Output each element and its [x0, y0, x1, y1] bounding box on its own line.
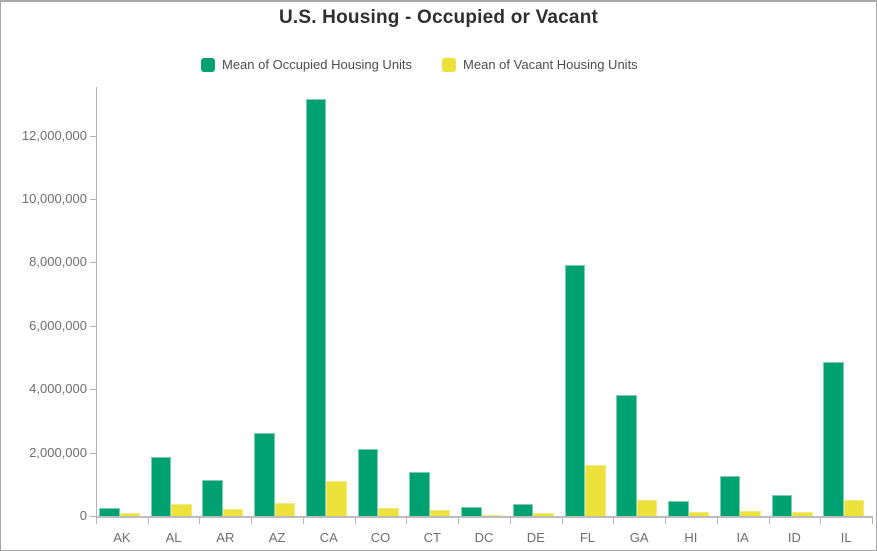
bar-vacant-ak[interactable]: [119, 513, 140, 516]
bar-occupied-id[interactable]: [771, 495, 793, 516]
y-tick-mark: [90, 198, 96, 200]
y-tick-mark: [90, 452, 96, 454]
y-axis-label: 8,000,000: [29, 254, 87, 270]
x-tick-mark: [199, 518, 200, 524]
x-axis-label-il: IL: [840, 530, 852, 545]
legend: Mean of Occupied Housing Units Mean of V…: [201, 57, 638, 72]
x-axis-label-dc: DC: [474, 530, 494, 545]
y-tick-mark: [90, 325, 96, 327]
bar-vacant-dc[interactable]: [481, 515, 503, 516]
bar-vacant-ct[interactable]: [429, 510, 451, 516]
x-axis-label-ia: IA: [736, 530, 749, 545]
legend-item-vacant[interactable]: Mean of Vacant Housing Units: [442, 57, 638, 72]
x-tick-mark: [820, 518, 821, 524]
y-tick-mark: [90, 135, 96, 137]
x-axis-label-ca: CA: [319, 530, 338, 545]
bar-vacant-al[interactable]: [171, 503, 192, 516]
y-axis-label: 4,000,000: [29, 381, 87, 397]
x-axis-label-id: ID: [787, 530, 801, 545]
bar-vacant-il[interactable]: [843, 500, 865, 516]
x-tick-mark: [510, 518, 511, 524]
x-axis-label-ak: AK: [113, 530, 131, 545]
x-axis-label-hi: HI: [684, 530, 698, 545]
x-tick-mark: [717, 518, 718, 524]
bar-occupied-fl[interactable]: [564, 264, 586, 516]
y-axis-label: 0: [79, 508, 87, 523]
y-axis-label: 10,000,000: [21, 190, 87, 206]
bar-occupied-hi[interactable]: [668, 501, 689, 516]
bar-occupied-ar[interactable]: [202, 479, 223, 516]
bar-occupied-ak[interactable]: [99, 508, 120, 516]
x-axis-label-fl: FL: [579, 530, 596, 545]
bar-vacant-ar[interactable]: [222, 509, 244, 516]
bar-vacant-hi[interactable]: [688, 512, 710, 516]
x-axis-label-az: AZ: [268, 530, 286, 545]
x-axis-label-ga: GA: [629, 530, 649, 545]
legend-item-occupied[interactable]: Mean of Occupied Housing Units: [201, 57, 412, 72]
chart-title: U.S. Housing - Occupied or Vacant: [278, 7, 599, 28]
x-axis-label-co: CO: [370, 530, 391, 545]
x-tick-mark: [251, 518, 252, 524]
x-tick-mark: [872, 518, 873, 524]
x-tick-mark: [769, 518, 770, 524]
plot-area: [96, 87, 873, 516]
x-axis-label-ar: AR: [216, 530, 235, 545]
bar-occupied-al[interactable]: [150, 456, 172, 516]
x-tick-mark: [96, 518, 97, 524]
y-tick-mark: [90, 262, 96, 264]
bar-occupied-il[interactable]: [823, 361, 844, 516]
occupied-swatch-icon: [201, 57, 215, 72]
bar-occupied-ct[interactable]: [409, 472, 430, 516]
bar-occupied-co[interactable]: [357, 449, 379, 516]
bar-occupied-de[interactable]: [512, 503, 534, 516]
bar-vacant-fl[interactable]: [585, 464, 606, 516]
x-tick-mark: [148, 518, 149, 524]
bar-vacant-co[interactable]: [378, 507, 399, 516]
x-tick-mark: [458, 518, 459, 524]
y-tick-mark: [90, 389, 96, 391]
bar-vacant-de[interactable]: [533, 512, 554, 516]
y-axis-label: 6,000,000: [29, 317, 87, 333]
x-axis-label-al: AL: [165, 530, 182, 545]
x-axis-label-de: DE: [526, 530, 545, 545]
bar-vacant-id[interactable]: [792, 511, 813, 516]
x-axis-line: [96, 516, 873, 518]
x-tick-mark: [303, 518, 304, 524]
bar-occupied-dc[interactable]: [461, 507, 482, 516]
vacant-swatch-icon: [442, 57, 457, 72]
bar-vacant-ia[interactable]: [740, 511, 761, 516]
bar-occupied-ga[interactable]: [616, 394, 637, 516]
y-axis-label: 12,000,000: [21, 127, 87, 143]
legend-label-vacant: Mean of Vacant Housing Units: [463, 57, 638, 72]
x-tick-mark: [613, 518, 614, 524]
bar-occupied-az[interactable]: [254, 432, 275, 516]
x-tick-mark: [562, 518, 563, 524]
y-axis-label: 2,000,000: [29, 444, 87, 460]
x-tick-mark: [355, 518, 356, 524]
bar-vacant-ga[interactable]: [636, 500, 658, 516]
bar-occupied-ca[interactable]: [305, 99, 327, 516]
y-tick-mark: [90, 516, 96, 517]
x-tick-mark: [665, 518, 666, 524]
legend-label-occupied: Mean of Occupied Housing Units: [222, 57, 413, 72]
bar-vacant-az[interactable]: [274, 502, 296, 516]
x-axis-label-ct: CT: [423, 530, 441, 545]
bar-vacant-ca[interactable]: [326, 481, 347, 516]
bar-occupied-ia[interactable]: [719, 476, 741, 516]
x-tick-mark: [406, 518, 407, 524]
